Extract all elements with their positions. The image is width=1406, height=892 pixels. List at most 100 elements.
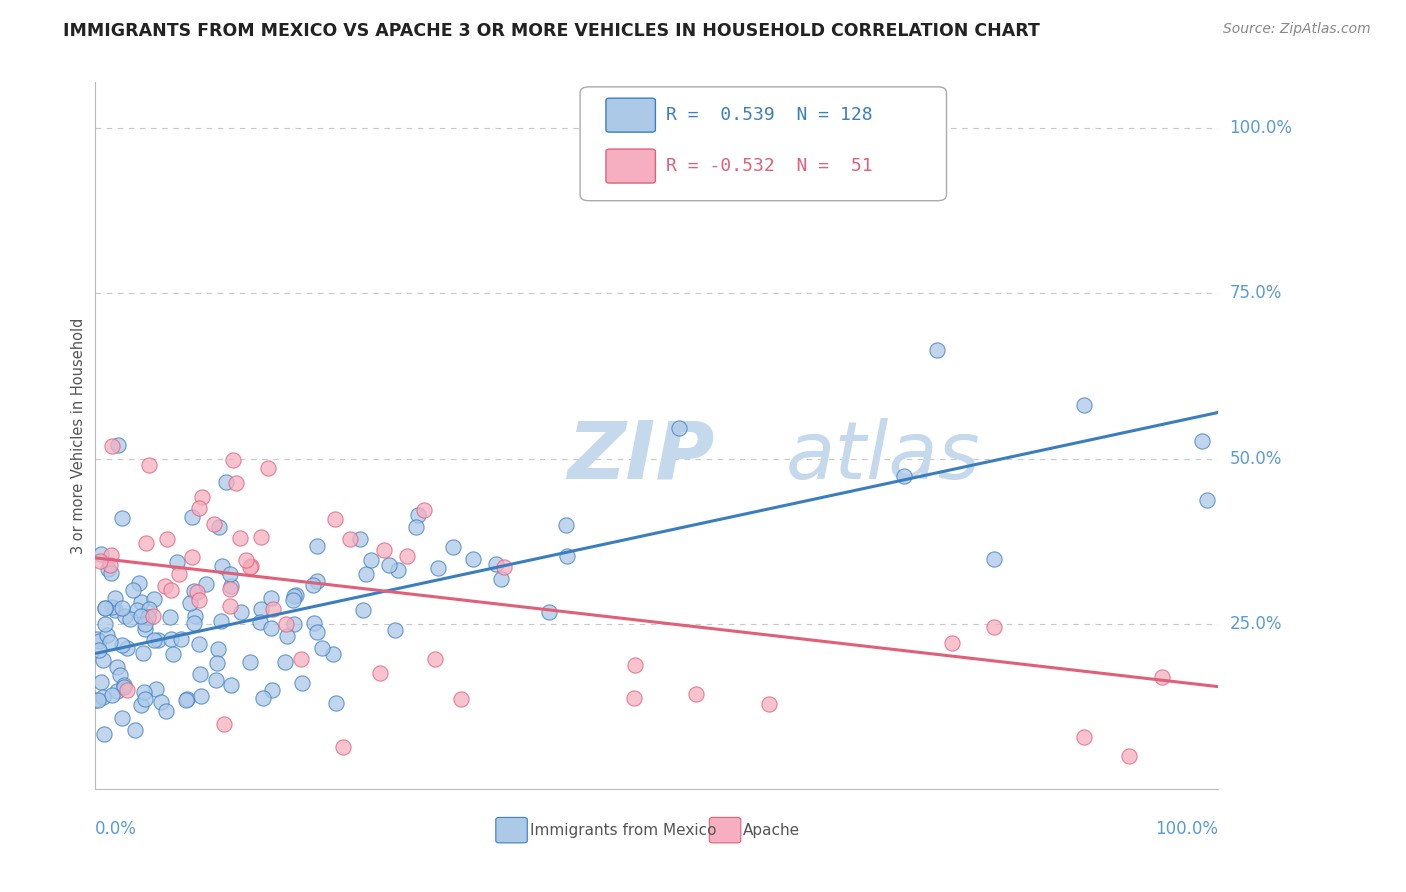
Point	[492, 560, 515, 574]
Point	[685, 687, 707, 701]
Point	[262, 601, 284, 615]
Point	[111, 710, 134, 724]
Point	[184, 609, 207, 624]
Point	[555, 549, 578, 563]
Point	[186, 584, 208, 599]
Point	[111, 638, 134, 652]
Point	[101, 599, 124, 614]
Point	[108, 668, 131, 682]
Text: 100.0%: 100.0%	[1156, 820, 1219, 838]
Text: R =  0.539  N = 128: R = 0.539 N = 128	[665, 106, 872, 124]
Point	[136, 609, 159, 624]
Point	[183, 615, 205, 630]
Point	[252, 690, 274, 705]
Point	[98, 558, 121, 573]
Point	[219, 599, 242, 613]
Point	[87, 642, 110, 657]
Point	[114, 680, 136, 694]
Point	[202, 517, 225, 532]
Point	[97, 562, 120, 576]
Point	[290, 651, 312, 665]
Text: R = -0.532  N =  51: R = -0.532 N = 51	[665, 157, 872, 175]
Point	[91, 653, 114, 667]
Point	[1152, 669, 1174, 683]
Point	[229, 532, 252, 546]
Point	[100, 566, 122, 581]
Point	[352, 603, 374, 617]
Point	[332, 739, 354, 754]
Point	[339, 532, 361, 546]
Point	[283, 616, 305, 631]
Point	[461, 552, 484, 566]
Point	[118, 612, 141, 626]
Point	[156, 532, 179, 546]
Point	[93, 690, 115, 704]
Point	[307, 574, 329, 588]
Point	[204, 673, 226, 687]
Point	[96, 628, 118, 642]
Point	[538, 605, 561, 619]
Point	[623, 691, 645, 706]
Point	[162, 647, 184, 661]
Point	[408, 508, 430, 522]
Point	[239, 560, 262, 574]
Point	[135, 535, 157, 549]
Point	[94, 601, 117, 615]
Point	[129, 595, 152, 609]
Point	[94, 617, 117, 632]
FancyBboxPatch shape	[606, 149, 655, 183]
Point	[349, 532, 371, 546]
Point	[354, 567, 377, 582]
Point	[107, 660, 129, 674]
Point	[554, 517, 576, 532]
Point	[229, 606, 252, 620]
Point	[134, 622, 156, 636]
Point	[138, 602, 160, 616]
Point	[941, 636, 963, 650]
Point	[384, 623, 406, 637]
Point	[138, 458, 160, 472]
Point	[146, 632, 169, 647]
Point	[100, 549, 122, 563]
Point	[450, 691, 472, 706]
Point	[221, 580, 243, 594]
Text: 25.0%: 25.0%	[1230, 615, 1282, 633]
Point	[84, 693, 107, 707]
Point	[209, 614, 232, 628]
Text: 100.0%: 100.0%	[1230, 120, 1292, 137]
Point	[98, 635, 121, 649]
Point	[115, 683, 138, 698]
Point	[90, 675, 112, 690]
Point	[90, 547, 112, 561]
Point	[291, 676, 314, 690]
Point	[427, 560, 450, 574]
Point	[1191, 434, 1213, 448]
Point	[104, 591, 127, 606]
Point	[134, 616, 156, 631]
Point	[225, 475, 247, 490]
Point	[111, 510, 134, 524]
Point	[94, 600, 117, 615]
Point	[378, 558, 401, 573]
Point	[311, 640, 333, 655]
Point	[368, 666, 391, 681]
Point	[1073, 730, 1095, 744]
Point	[86, 632, 108, 647]
Point	[485, 557, 508, 571]
Point	[260, 591, 283, 605]
Point	[249, 601, 271, 615]
Point	[283, 592, 305, 607]
Point	[219, 678, 242, 692]
Point	[194, 577, 217, 591]
Point	[207, 657, 229, 671]
Point	[207, 520, 229, 534]
Point	[284, 588, 307, 602]
Point	[214, 717, 236, 731]
Point	[183, 584, 205, 599]
Point	[239, 655, 262, 669]
Point	[257, 461, 280, 475]
Point	[191, 490, 214, 504]
Point	[188, 500, 211, 515]
Point	[188, 637, 211, 651]
Point	[153, 579, 176, 593]
